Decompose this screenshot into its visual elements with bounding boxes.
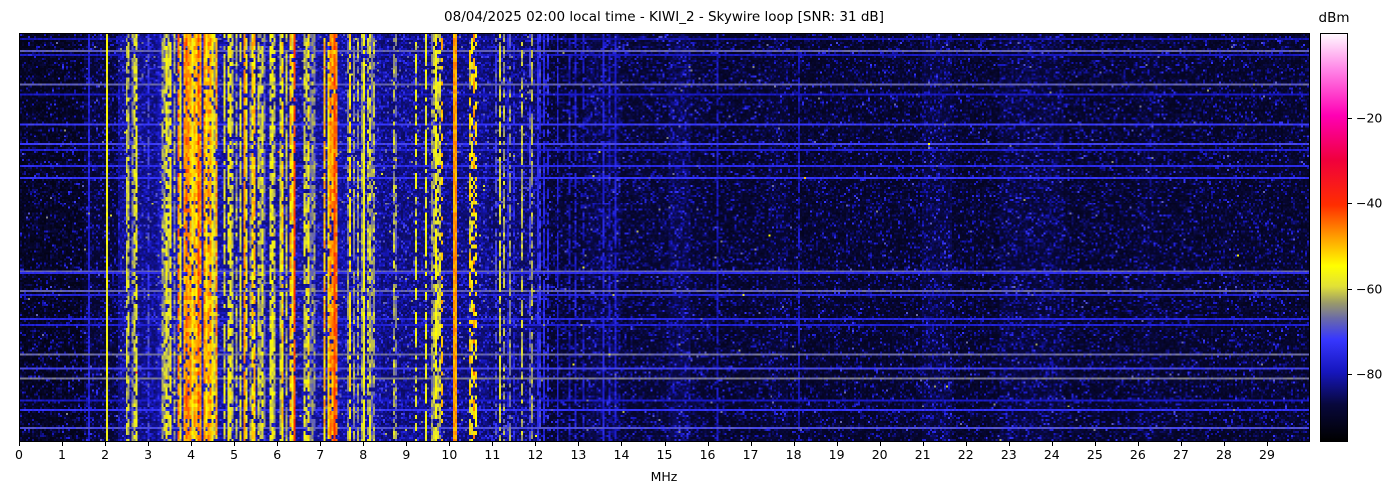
x-tick-mark (1137, 442, 1139, 446)
colorbar-tick-label: −60 (1356, 281, 1383, 297)
x-tick-label: 2 (101, 447, 110, 462)
x-tick-label: 5 (230, 447, 239, 462)
colorbar-tick-mark (1348, 373, 1352, 375)
colorbar-tick-container: −20 −40 −60 −80 (1348, 33, 1400, 442)
x-tick-mark (578, 442, 580, 446)
colorbar-label: dBm (1318, 10, 1350, 26)
x-tick-label: 28 (1215, 447, 1232, 462)
x-tick-mark (19, 442, 20, 446)
x-tick-mark (1223, 442, 1225, 446)
x-tick-mark (879, 442, 881, 446)
spectrogram-heatmap (20, 34, 1309, 441)
x-tick-mark (535, 442, 537, 446)
x-tick-label: 3 (144, 447, 153, 462)
colorbar-tick-label: −80 (1356, 366, 1383, 382)
x-tick-label: 17 (742, 447, 759, 462)
x-tick-label: 25 (1086, 447, 1103, 462)
x-tick-mark (793, 442, 795, 446)
x-tick-mark (707, 442, 709, 446)
x-tick-mark (1266, 442, 1268, 446)
colorbar-tick-mark (1348, 288, 1352, 290)
x-tick-label: 15 (656, 447, 673, 462)
waterfall-plot-area (19, 33, 1310, 442)
x-tick-label: 24 (1043, 447, 1060, 462)
x-tick-label: 11 (484, 447, 501, 462)
x-tick-mark (1180, 442, 1182, 446)
x-tick-label: 26 (1129, 447, 1146, 462)
x-tick-label: 6 (273, 447, 282, 462)
colorbar-gradient (1321, 34, 1347, 441)
x-tick-mark (105, 442, 107, 446)
x-tick-mark (836, 442, 838, 446)
x-tick-mark (1094, 442, 1096, 446)
colorbar-tick-label: −40 (1356, 195, 1383, 211)
x-axis: 0 1 2 3 4 5 6 7 8 9 10 11 12 13 14 15 16 17 18 19 20 21 22 23 24… (15, 442, 1310, 472)
colorbar-tick-mark (1348, 118, 1352, 120)
x-tick-label: 10 (441, 447, 458, 462)
x-tick-label: 7 (316, 447, 325, 462)
colorbar (1320, 33, 1348, 442)
x-tick-label: 21 (914, 447, 931, 462)
x-tick-label: 14 (613, 447, 630, 462)
x-tick-mark (148, 442, 150, 446)
x-tick-mark (406, 442, 408, 446)
x-tick-label: 0 (15, 447, 23, 462)
x-tick-label: 9 (402, 447, 411, 462)
chart-title: 08/04/2025 02:00 local time - KIWI_2 - S… (444, 9, 884, 25)
x-tick-mark (492, 442, 494, 446)
x-tick-label: 12 (527, 447, 544, 462)
colorbar-tick-label: −20 (1356, 110, 1383, 126)
x-tick-mark (965, 442, 967, 446)
x-tick-label: 19 (828, 447, 845, 462)
x-tick-label: 18 (785, 447, 802, 462)
x-tick-mark (363, 442, 365, 446)
x-tick-label: 8 (359, 447, 368, 462)
x-tick-mark (664, 442, 666, 446)
x-tick-mark (922, 442, 924, 446)
x-axis-label: MHz (650, 469, 678, 484)
x-tick-label: 4 (187, 447, 196, 462)
x-tick-mark (621, 442, 623, 446)
x-tick-label: 20 (871, 447, 888, 462)
x-tick-label: 16 (699, 447, 716, 462)
x-tick-mark (750, 442, 752, 446)
x-tick-mark (277, 442, 279, 446)
x-tick-label: 13 (570, 447, 587, 462)
x-tick-label: 22 (957, 447, 974, 462)
x-tick-label: 23 (1000, 447, 1017, 462)
x-tick-mark (449, 442, 451, 446)
x-tick-mark (1008, 442, 1010, 446)
x-tick-label: 27 (1172, 447, 1189, 462)
x-tick-mark (320, 442, 322, 446)
x-tick-mark (234, 442, 236, 446)
x-tick-mark (62, 442, 64, 446)
x-tick-label: 29 (1259, 447, 1275, 462)
x-tick-label: 1 (58, 447, 67, 462)
x-tick-mark (1051, 442, 1053, 446)
x-tick-mark (191, 442, 193, 446)
colorbar-tick-mark (1348, 203, 1352, 205)
